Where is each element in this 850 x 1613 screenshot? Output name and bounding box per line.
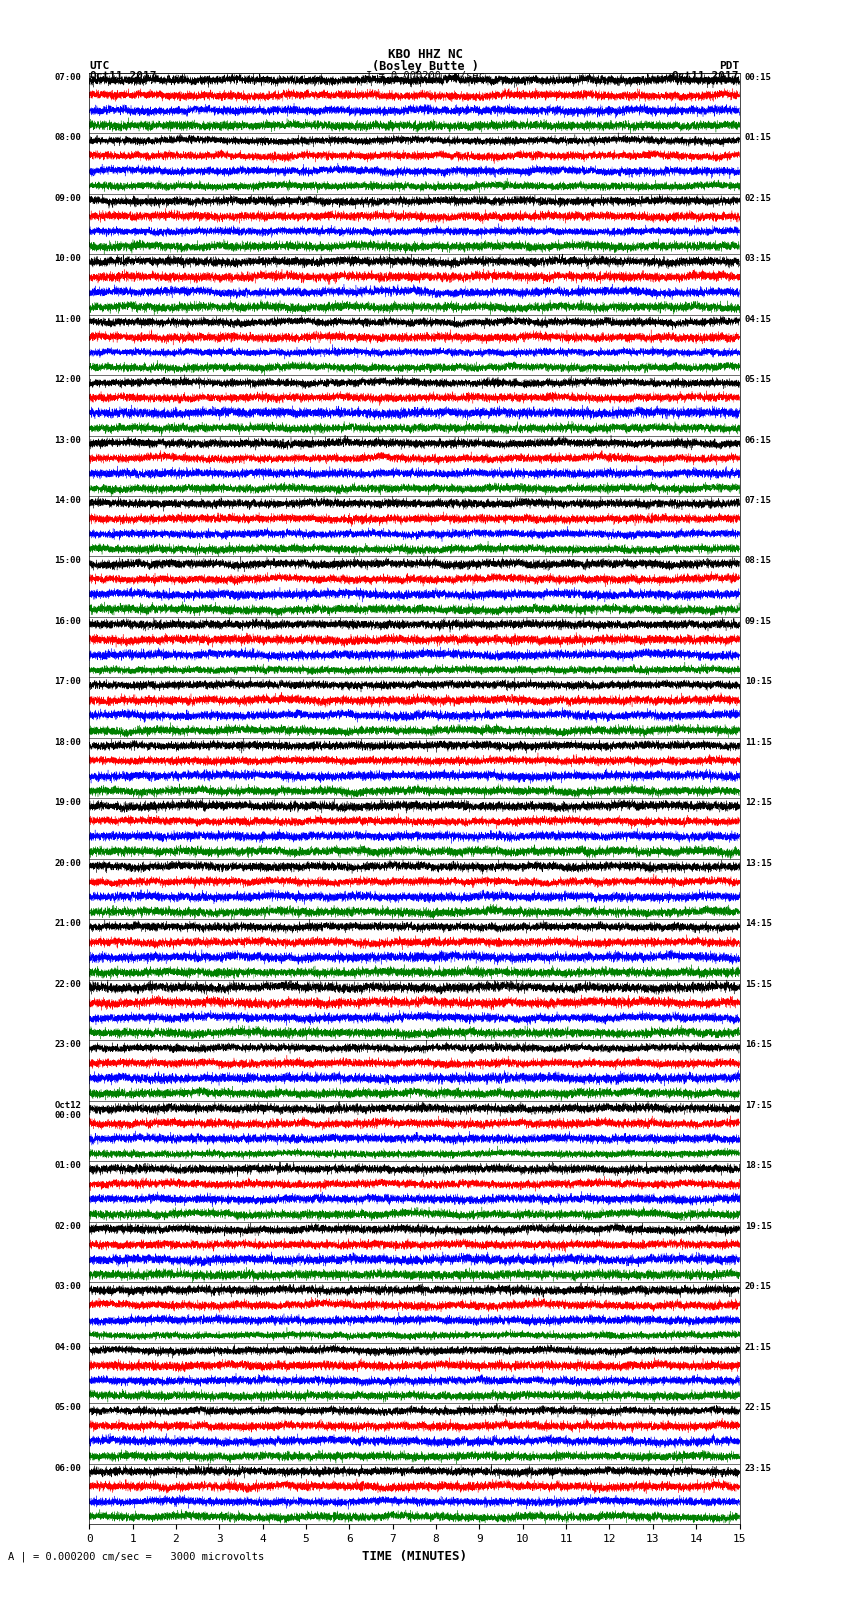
Text: 17:15: 17:15 [745,1102,772,1110]
Text: 08:15: 08:15 [745,556,772,566]
Text: 12:00: 12:00 [54,376,82,384]
Text: 07:15: 07:15 [745,497,772,505]
X-axis label: TIME (MINUTES): TIME (MINUTES) [362,1550,467,1563]
Text: KBO HHZ NC: KBO HHZ NC [388,48,462,61]
Text: 13:15: 13:15 [745,858,772,868]
Text: 02:15: 02:15 [745,194,772,203]
Text: 14:00: 14:00 [54,497,82,505]
Text: 01:00: 01:00 [54,1161,82,1171]
Text: 17:00: 17:00 [54,677,82,687]
Text: 19:00: 19:00 [54,798,82,808]
Text: 09:00: 09:00 [54,194,82,203]
Text: 14:15: 14:15 [745,919,772,929]
Text: 18:00: 18:00 [54,739,82,747]
Text: 03:00: 03:00 [54,1282,82,1292]
Text: 08:00: 08:00 [54,134,82,142]
Text: 03:15: 03:15 [745,255,772,263]
Text: 22:00: 22:00 [54,981,82,989]
Text: 20:00: 20:00 [54,858,82,868]
Text: Oct11,2017: Oct11,2017 [89,71,156,81]
Text: 11:00: 11:00 [54,315,82,324]
Text: 18:15: 18:15 [745,1161,772,1171]
Text: 10:00: 10:00 [54,255,82,263]
Text: 19:15: 19:15 [745,1223,772,1231]
Text: 00:15: 00:15 [745,73,772,82]
Text: 16:15: 16:15 [745,1040,772,1050]
Text: Oct11,2017: Oct11,2017 [672,71,740,81]
Text: 16:00: 16:00 [54,618,82,626]
Text: 21:15: 21:15 [745,1342,772,1352]
Text: 06:15: 06:15 [745,436,772,445]
Text: 21:00: 21:00 [54,919,82,929]
Text: 05:15: 05:15 [745,376,772,384]
Text: 20:15: 20:15 [745,1282,772,1292]
Text: I = 0.000200 cm/sec: I = 0.000200 cm/sec [366,71,484,81]
Text: 06:00: 06:00 [54,1465,82,1473]
Text: 13:00: 13:00 [54,436,82,445]
Text: 23:00: 23:00 [54,1040,82,1050]
Text: 07:00: 07:00 [54,73,82,82]
Text: 15:00: 15:00 [54,556,82,566]
Text: 04:15: 04:15 [745,315,772,324]
Text: 01:15: 01:15 [745,134,772,142]
Text: 15:15: 15:15 [745,981,772,989]
Text: 12:15: 12:15 [745,798,772,808]
Text: PDT: PDT [719,61,740,71]
Text: 02:00: 02:00 [54,1223,82,1231]
Text: 11:15: 11:15 [745,739,772,747]
Text: 05:00: 05:00 [54,1403,82,1413]
Text: 23:15: 23:15 [745,1465,772,1473]
Text: (Bosley Butte ): (Bosley Butte ) [371,60,479,73]
Text: 09:15: 09:15 [745,618,772,626]
Text: Oct12
00:00: Oct12 00:00 [54,1102,82,1121]
Text: 10:15: 10:15 [745,677,772,687]
Text: 22:15: 22:15 [745,1403,772,1413]
Text: 04:00: 04:00 [54,1342,82,1352]
Text: A | = 0.000200 cm/sec =   3000 microvolts: A | = 0.000200 cm/sec = 3000 microvolts [8,1552,264,1563]
Text: UTC: UTC [89,61,110,71]
